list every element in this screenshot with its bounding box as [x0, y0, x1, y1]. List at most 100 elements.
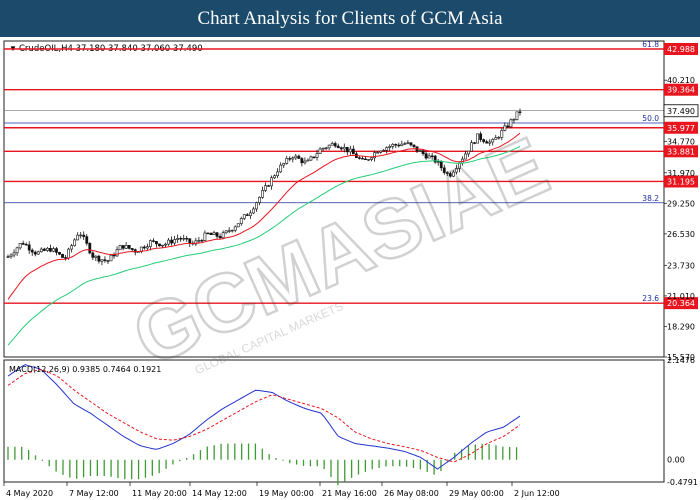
- candle-body: [194, 240, 198, 245]
- candle-body: [491, 139, 495, 143]
- candle-body: [315, 153, 319, 158]
- candle-body: [76, 234, 80, 241]
- page-title: Chart Analysis for Clients of GCM Asia: [0, 0, 700, 37]
- candle-body: [227, 230, 231, 232]
- candle-body: [176, 237, 180, 240]
- candle-body: [145, 246, 149, 249]
- candle-body: [261, 190, 264, 198]
- candle-body: [430, 155, 434, 157]
- candle-body: [473, 142, 476, 144]
- candle-body: [382, 149, 386, 152]
- candle-body: [55, 248, 58, 253]
- candle-body: [70, 245, 74, 250]
- level-tag: [664, 83, 698, 96]
- candle-body: [442, 167, 446, 173]
- candle-body: [79, 234, 83, 237]
- candle-body: [218, 236, 222, 239]
- candle-body: [448, 173, 452, 177]
- candle-body: [412, 144, 416, 147]
- candle-body: [173, 239, 177, 244]
- candle-body: [318, 148, 322, 154]
- candle-body: [242, 214, 246, 219]
- level-tag: [664, 42, 698, 55]
- y-tick-label: 29.250: [667, 199, 695, 208]
- candle-body: [6, 256, 10, 258]
- level-tag: [664, 121, 698, 134]
- candle-body: [64, 257, 67, 259]
- candle-body: [330, 143, 334, 146]
- candle-body: [515, 111, 519, 120]
- candle-body: [358, 157, 361, 159]
- candle-body: [327, 144, 331, 149]
- level-tag-label: 35.977: [667, 124, 695, 133]
- candle-body: [124, 245, 128, 249]
- candle-body: [376, 152, 380, 154]
- candle-body: [206, 232, 210, 235]
- fib-label: 61.8: [642, 40, 659, 49]
- candle-body: [270, 177, 273, 187]
- x-tick-label: 4 May 2020: [6, 489, 53, 498]
- level-tag-label: 31.195: [667, 177, 695, 186]
- candle-body: [497, 137, 501, 139]
- candle-body: [215, 232, 219, 237]
- y-tick-label: 21.010: [667, 292, 695, 301]
- candle-body: [27, 244, 31, 251]
- candle-body: [267, 185, 270, 187]
- y-tick-label: 34.770: [667, 137, 695, 146]
- candle-body: [370, 157, 373, 160]
- candle-body: [373, 152, 376, 159]
- candle-body: [454, 168, 458, 173]
- candle-body: [488, 141, 492, 144]
- candle-body: [100, 259, 104, 262]
- candle-body: [158, 243, 161, 247]
- candle-body: [264, 185, 267, 191]
- candle-body: [49, 248, 52, 252]
- candle-body: [133, 249, 137, 253]
- candle-body: [345, 147, 349, 153]
- x-tick-label: 14 May 12:00: [192, 489, 247, 498]
- candle-body: [361, 158, 364, 160]
- ema-green-line: [7, 146, 521, 346]
- candle-body: [409, 142, 413, 146]
- fib-label: 38.2: [642, 194, 659, 203]
- candle-body: [224, 230, 228, 234]
- candle-body: [424, 153, 428, 159]
- x-tick-label: 7 May 12:00: [69, 489, 119, 498]
- candle-body: [106, 260, 110, 262]
- candle-body: [339, 147, 343, 150]
- candle-body: [251, 208, 255, 214]
- candle-body: [294, 155, 298, 159]
- macd-legend: MACD(12,26,9) 0.9385 0.7464 0.1921: [9, 365, 161, 374]
- level-tag-label: 39.364: [667, 86, 695, 95]
- candle-body: [485, 141, 489, 144]
- candle-body: [30, 249, 34, 253]
- candle-body: [21, 243, 25, 245]
- candle-body: [291, 157, 295, 160]
- candle-body: [115, 249, 119, 257]
- candle-body: [130, 248, 134, 250]
- candle-body: [258, 196, 261, 203]
- candle-body: [400, 143, 404, 147]
- candle-body: [103, 259, 107, 261]
- signal-line: [7, 369, 521, 463]
- candle-body: [82, 234, 86, 237]
- candle-body: [364, 158, 367, 161]
- candle-body: [436, 161, 440, 163]
- candle-body: [394, 144, 398, 146]
- candle-body: [112, 254, 116, 257]
- level-tag-label: 33.881: [667, 147, 695, 156]
- candle-body: [403, 143, 407, 145]
- candle-body: [512, 118, 516, 121]
- y-tick-label: 18.290: [667, 322, 695, 331]
- candle-body: [148, 240, 152, 247]
- candle-body: [127, 245, 131, 249]
- candle-body: [509, 119, 513, 128]
- candle-body: [61, 253, 64, 258]
- macd-y-tick-label: 0.00: [667, 456, 685, 465]
- candle-body: [185, 238, 189, 240]
- macd-panel: [3, 359, 665, 483]
- candle-body: [94, 255, 98, 258]
- candle-body: [433, 155, 437, 163]
- candle-body: [230, 229, 234, 232]
